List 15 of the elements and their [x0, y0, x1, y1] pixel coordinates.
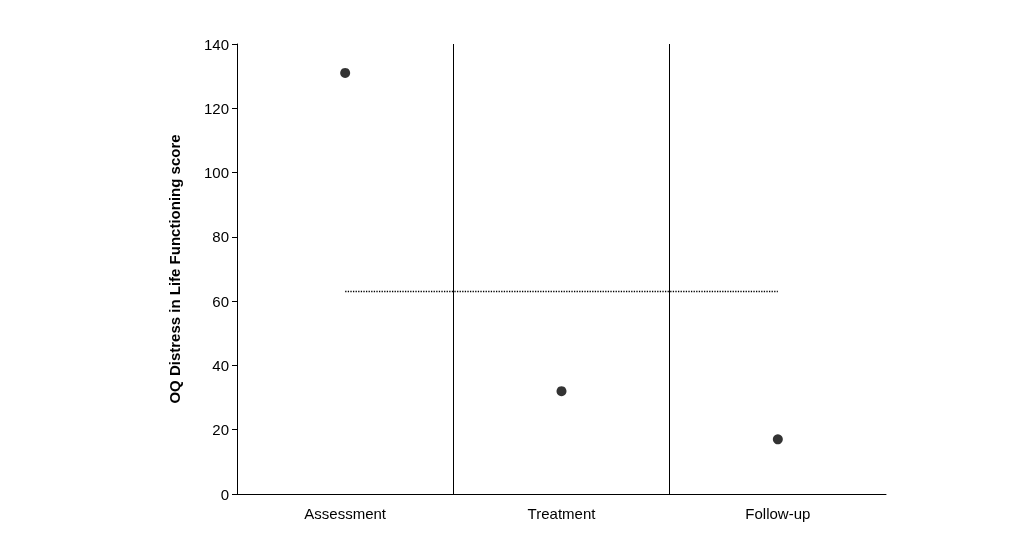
y-tick-label: 0 [220, 485, 229, 503]
y-tick-label: 60 [212, 292, 229, 310]
y-axis-title: OQ Distress in Life Functioning score [166, 134, 183, 404]
x-tick-label: Treatment [527, 505, 597, 522]
y-tick-label: 100 [203, 164, 229, 182]
point [340, 67, 351, 78]
x-tick-label: Assessment [304, 505, 387, 522]
point [556, 386, 567, 397]
y-tick-label: 120 [203, 99, 229, 117]
y-tick-label: 140 [203, 35, 229, 53]
x-tick-label: Follow-up [745, 505, 811, 522]
y-tick-label: 80 [212, 228, 229, 246]
point [772, 434, 783, 445]
y-tick-label: 20 [212, 421, 229, 439]
y-tick-label: 40 [212, 356, 229, 374]
